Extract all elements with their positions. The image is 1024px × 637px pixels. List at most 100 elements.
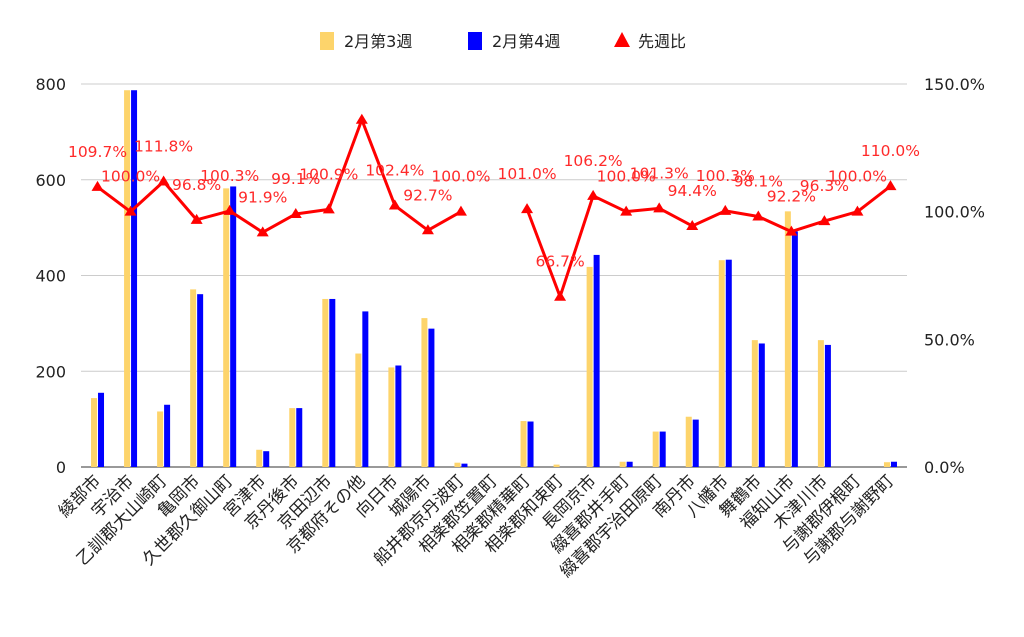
y-left-tick-label: 0 [56,458,66,477]
bar-week4 [98,392,105,467]
ratio-point [157,175,170,186]
ratio-data-label: 110.0% [861,142,920,160]
bar-week3 [91,398,98,467]
bar-series [91,90,897,467]
y-right-tick-label: 100.0% [924,203,985,222]
ratio-data-label: 99.1% [271,170,320,188]
legend-week3-swatch [320,32,334,50]
bar-week4 [791,231,798,467]
bar-week4 [329,298,336,467]
ratio-point [653,202,666,213]
ratio-point [388,199,401,210]
bar-week4 [296,408,303,467]
bar-week3 [322,298,329,467]
ratio-point [190,213,203,224]
y-left-tick-label: 600 [35,171,66,190]
legend-week3-label: 2月第3週 [344,32,412,51]
bar-week4 [593,254,600,467]
ratio-data-label: 109.7% [68,143,127,161]
ratio-point [256,226,269,237]
ratio-data-label: 101.3% [630,164,689,182]
bar-week4 [131,90,138,467]
ratio-data-label: 66.7% [535,253,584,271]
ratio-data-label: 91.9% [238,188,287,206]
ratio-data-label: 100.0% [597,168,656,186]
ratio-data-label: 101.0% [497,165,556,183]
bar-week3 [124,90,131,467]
bar-week4 [230,186,237,467]
bar-week3 [289,408,296,467]
ratio-point [554,290,567,301]
bar-week4 [461,463,468,467]
bar-week3 [256,449,263,467]
ratio-point [421,224,434,235]
bar-week4 [725,259,732,467]
bar-week3 [751,340,758,467]
bar-week3 [652,431,659,467]
bar-week4 [428,328,435,467]
ratio-data-label: 96.3% [800,177,849,195]
bar-week3 [685,416,692,467]
bar-week4 [692,419,699,467]
bar-week3 [421,318,428,467]
data-labels: 109.7%100.0%111.8%96.8%100.3%91.9%99.1%1… [68,138,920,271]
ratio-point [851,205,864,216]
ratio-data-label: 100.0% [431,168,490,186]
bar-week4 [659,431,666,467]
bar-week4 [758,343,765,467]
ratio-point [124,205,137,216]
bar-week4 [527,421,534,467]
y-left-tick-label: 400 [35,267,66,286]
ratio-point [620,205,633,216]
ratio-data-label: 111.8% [134,138,193,156]
ratio-point [686,219,699,230]
bar-week3 [586,266,593,467]
ratio-point [322,203,335,214]
bar-week3 [388,367,395,467]
bar-week4 [626,461,633,467]
gridlines [81,83,907,468]
bar-week4 [824,344,831,467]
ratio-point [785,225,798,236]
ratio-point [818,215,831,226]
ratio-point [752,210,765,221]
ratio-data-label: 92.7% [403,186,452,204]
bar-week3 [619,461,626,467]
ratio-point [587,189,600,200]
bar-week3 [817,340,824,467]
ratio-data-label: 94.4% [668,182,717,200]
bar-week4 [263,451,270,467]
bar-week4 [362,311,369,467]
bar-week3 [157,411,164,467]
y-right-tick-label: 0.0% [924,458,965,477]
bar-week3 [223,188,230,467]
bar-week3 [454,462,461,467]
legend-week4-label: 2月第4週 [492,32,560,51]
ratio-data-label: 92.2% [767,188,816,206]
ratio-line [525,184,892,299]
ratio-point [223,204,236,215]
bar-week4 [890,461,897,467]
ratio-data-label: 102.4% [365,162,424,180]
bar-week4 [164,404,171,467]
ratio-line [96,118,462,234]
ratio-data-label: 100.3% [696,167,755,185]
ratio-data-label: 106.2% [564,152,623,170]
ratio-data-label: 100.0% [828,168,887,186]
bar-week3 [883,462,890,467]
legend-week4-swatch [468,32,482,50]
y-right-tick-label: 150.0% [924,75,985,94]
bar-week4 [197,294,204,467]
bar-week4 [395,365,402,467]
ratio-point [91,180,104,191]
ratio-point [521,203,534,214]
bar-week3 [718,260,725,467]
ratio-data-label: 100.9% [299,165,358,183]
bar-week3 [553,464,560,467]
legend-ratio-swatch [614,32,630,47]
ratio-point [355,113,368,124]
bar-week3 [520,421,527,467]
ratio-point [884,180,897,191]
